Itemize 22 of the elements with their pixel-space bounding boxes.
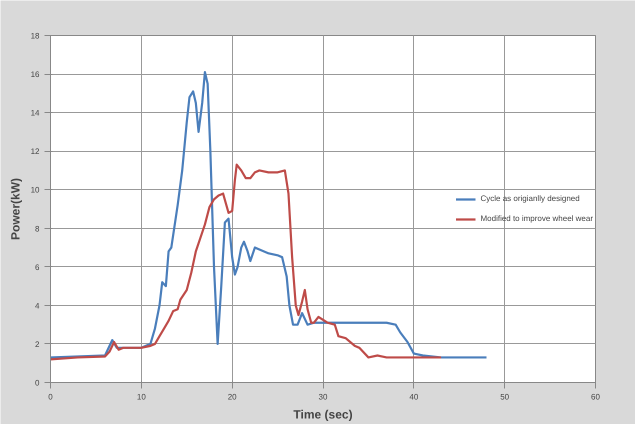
x-tick-label: 40 (409, 392, 419, 402)
y-axis-title: Power(kW) (8, 178, 23, 240)
x-axis-title: Time (sec) (293, 408, 353, 422)
x-tick-label: 20 (228, 392, 238, 402)
y-tick-label: 12 (30, 147, 40, 156)
y-tick-label: 18 (30, 32, 40, 40)
x-tick-label: 30 (318, 392, 328, 402)
legend-label: Cycle as origianlly designed (480, 194, 580, 204)
y-tick-label: 10 (30, 186, 40, 195)
y-tick-label: 0 (35, 378, 40, 388)
x-tick-label: 10 (136, 392, 146, 402)
y-tick-label: 8 (35, 224, 40, 234)
y-tick-label: 16 (30, 70, 40, 80)
y-tick-label: 6 (35, 262, 40, 272)
y-tick-label: 4 (35, 301, 40, 310)
y-tick-label: 2 (35, 340, 40, 349)
y-tick-label: 14 (30, 108, 40, 118)
legend-label: Modified to improve wheel wear (480, 214, 593, 224)
line-series (50, 164, 442, 360)
x-tick-label: 0 (48, 392, 54, 402)
x-tick-label: 60 (591, 392, 600, 402)
x-tick-label: 50 (500, 392, 510, 402)
